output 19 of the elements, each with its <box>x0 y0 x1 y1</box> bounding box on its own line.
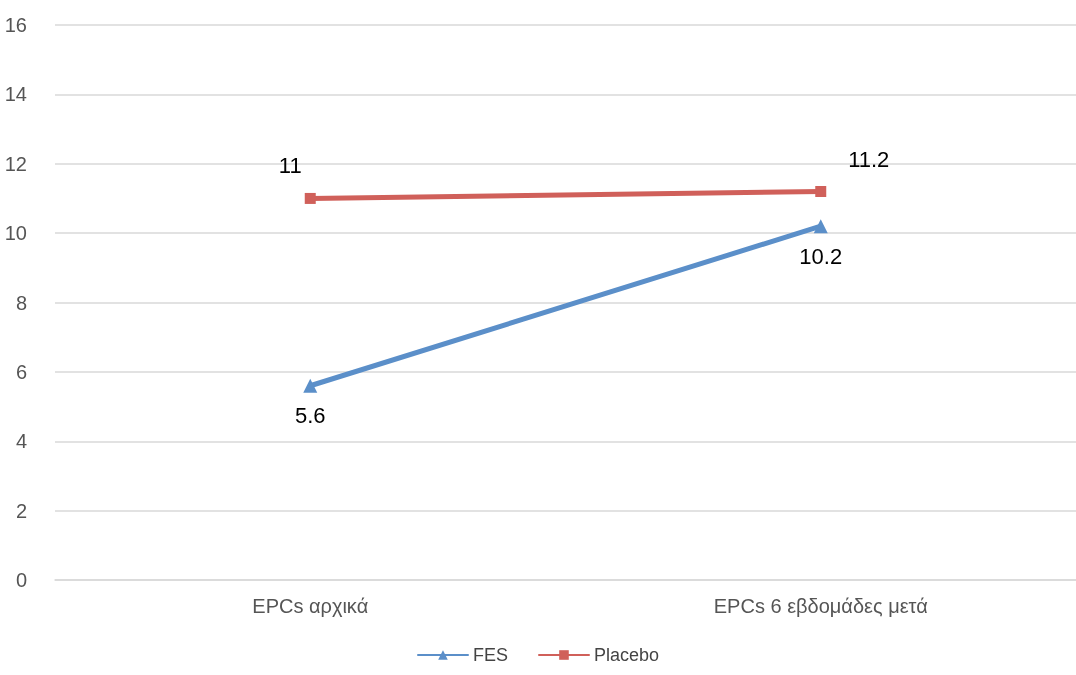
y-tick-label: 0 <box>15 569 27 591</box>
legend-label: Placebo <box>593 645 660 665</box>
y-tick-label: 6 <box>15 360 27 383</box>
point <box>304 192 316 204</box>
y-tick-label: 12 <box>4 152 27 175</box>
x-tick-label: EPCs αρχικά <box>252 595 369 617</box>
data-label: 11.2 <box>848 146 890 172</box>
y-tick-label: 14 <box>4 83 27 106</box>
data-label: 5.6 <box>294 403 326 429</box>
y-tick-label: 2 <box>15 499 27 522</box>
y-tick-label: 10 <box>4 222 27 245</box>
data-label: 10.2 <box>799 243 843 269</box>
point <box>815 186 827 197</box>
y-tick-label: 4 <box>15 430 27 453</box>
y-tick-label: 16 <box>4 14 27 36</box>
legend-label: FES <box>472 645 508 665</box>
x-tick-label: EPCs 6 εβδομάδες μετά <box>713 595 928 617</box>
y-tick-label: 8 <box>15 291 27 314</box>
data-label: 11 <box>278 153 302 179</box>
